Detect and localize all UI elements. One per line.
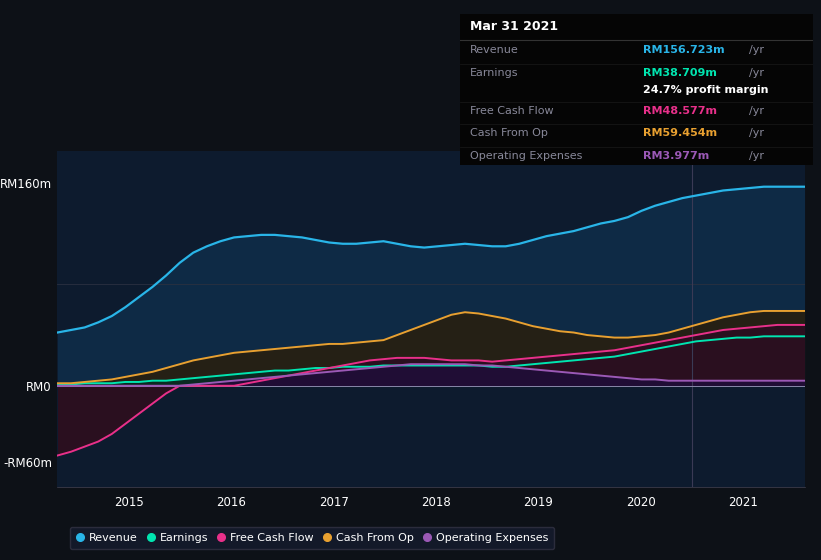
Text: Operating Expenses: Operating Expenses <box>470 151 583 161</box>
Text: RM38.709m: RM38.709m <box>644 68 718 78</box>
Text: RM156.723m: RM156.723m <box>644 45 725 55</box>
Text: /yr: /yr <box>750 128 764 138</box>
Text: /yr: /yr <box>750 151 764 161</box>
Text: Mar 31 2021: Mar 31 2021 <box>470 20 558 32</box>
Text: Free Cash Flow: Free Cash Flow <box>470 106 554 116</box>
Legend: Revenue, Earnings, Free Cash Flow, Cash From Op, Operating Expenses: Revenue, Earnings, Free Cash Flow, Cash … <box>70 527 554 549</box>
Text: /yr: /yr <box>750 68 764 78</box>
Text: /yr: /yr <box>750 106 764 116</box>
Text: Cash From Op: Cash From Op <box>470 128 548 138</box>
Text: 24.7% profit margin: 24.7% profit margin <box>644 85 768 95</box>
Text: RM59.454m: RM59.454m <box>644 128 718 138</box>
Text: Revenue: Revenue <box>470 45 519 55</box>
Text: Earnings: Earnings <box>470 68 519 78</box>
Text: RM48.577m: RM48.577m <box>644 106 718 116</box>
Text: RM3.977m: RM3.977m <box>644 151 709 161</box>
Text: /yr: /yr <box>750 45 764 55</box>
